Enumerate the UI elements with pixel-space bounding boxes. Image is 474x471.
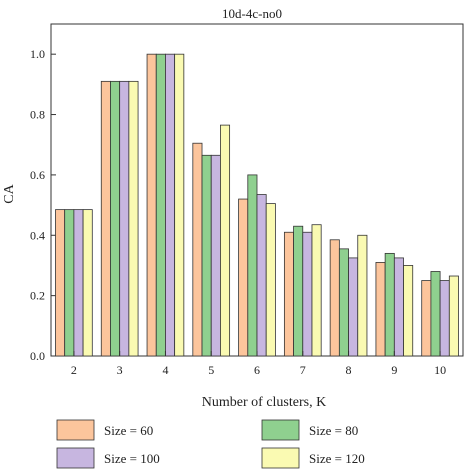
bar <box>302 231 313 357</box>
x-tick-label: 6 <box>254 363 260 377</box>
x-tick-label: 10 <box>434 363 446 377</box>
x-tick-label: 8 <box>346 363 352 377</box>
bar <box>146 53 157 357</box>
bar <box>357 234 368 357</box>
bar <box>174 53 185 357</box>
y-tick-label: 0.4 <box>30 228 45 242</box>
y-axis-label: CA <box>2 183 17 203</box>
bar <box>375 262 386 357</box>
bar <box>55 209 66 357</box>
x-tick-label: 7 <box>300 363 306 377</box>
bar <box>256 194 267 357</box>
legend-swatch <box>261 447 300 469</box>
legend-swatch <box>56 447 95 469</box>
legend-swatch <box>56 419 95 441</box>
y-tick-label: 1.0 <box>30 47 45 61</box>
x-axis-label: Number of clusters, K <box>202 395 326 410</box>
bar <box>210 154 221 357</box>
bar <box>430 271 441 357</box>
x-tick-label: 9 <box>391 363 397 377</box>
bar <box>155 53 166 357</box>
bar <box>384 252 395 357</box>
legend-label: Size = 100 <box>104 451 160 466</box>
x-tick-label: 3 <box>117 363 123 377</box>
bar <box>421 280 432 357</box>
bar <box>265 203 276 357</box>
bar <box>100 80 111 357</box>
x-tick-label: 4 <box>162 363 168 377</box>
bar <box>283 231 294 357</box>
legend: Size = 60 Size = 80 Size = 100 Size = 120 <box>56 419 365 469</box>
plot-area: 0.0 0.2 0.4 0.6 0.8 1.0 2 3 4 5 6 7 8 9 10 <box>30 23 464 377</box>
chart-title: 10d-4c-no0 <box>222 6 282 21</box>
bar <box>311 224 322 357</box>
bar <box>73 209 84 357</box>
bar <box>192 142 203 357</box>
bar <box>110 80 121 357</box>
bar <box>128 80 139 357</box>
bar <box>247 174 258 357</box>
x-tick-label: 2 <box>71 363 77 377</box>
bar <box>165 53 176 357</box>
bar <box>448 275 459 357</box>
legend-swatch <box>261 419 300 441</box>
bar <box>64 209 75 357</box>
bar <box>238 198 249 357</box>
bar <box>119 80 130 357</box>
bar <box>220 124 231 357</box>
bar <box>393 257 404 357</box>
bar <box>403 265 414 357</box>
bar <box>82 209 93 357</box>
y-tick-label: 0.6 <box>30 168 45 182</box>
bar <box>338 248 349 357</box>
bar <box>293 225 304 357</box>
legend-label: Size = 80 <box>309 423 358 438</box>
y-tick-label: 0.8 <box>30 108 45 122</box>
x-tick-label: 5 <box>208 363 214 377</box>
bar <box>439 280 450 357</box>
legend-label: Size = 120 <box>309 451 365 466</box>
y-tick-label: 0.0 <box>30 349 45 363</box>
bar <box>201 154 212 357</box>
bar <box>329 239 340 357</box>
y-tick-label: 0.2 <box>30 289 45 303</box>
bar <box>348 257 359 357</box>
legend-label: Size = 60 <box>104 423 153 438</box>
